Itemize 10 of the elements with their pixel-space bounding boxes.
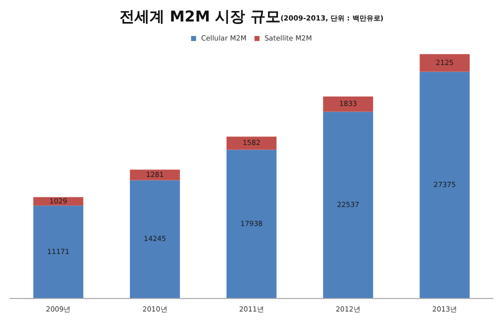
bar	[130, 170, 180, 180]
bar	[130, 180, 180, 298]
bar	[420, 72, 470, 298]
chart-title: 전세계 M2M 시장 규모	[119, 8, 280, 26]
bar	[226, 136, 276, 150]
bar	[226, 150, 276, 298]
bar	[420, 54, 470, 72]
bar	[33, 206, 84, 298]
bar	[323, 96, 374, 112]
bar	[323, 112, 374, 298]
